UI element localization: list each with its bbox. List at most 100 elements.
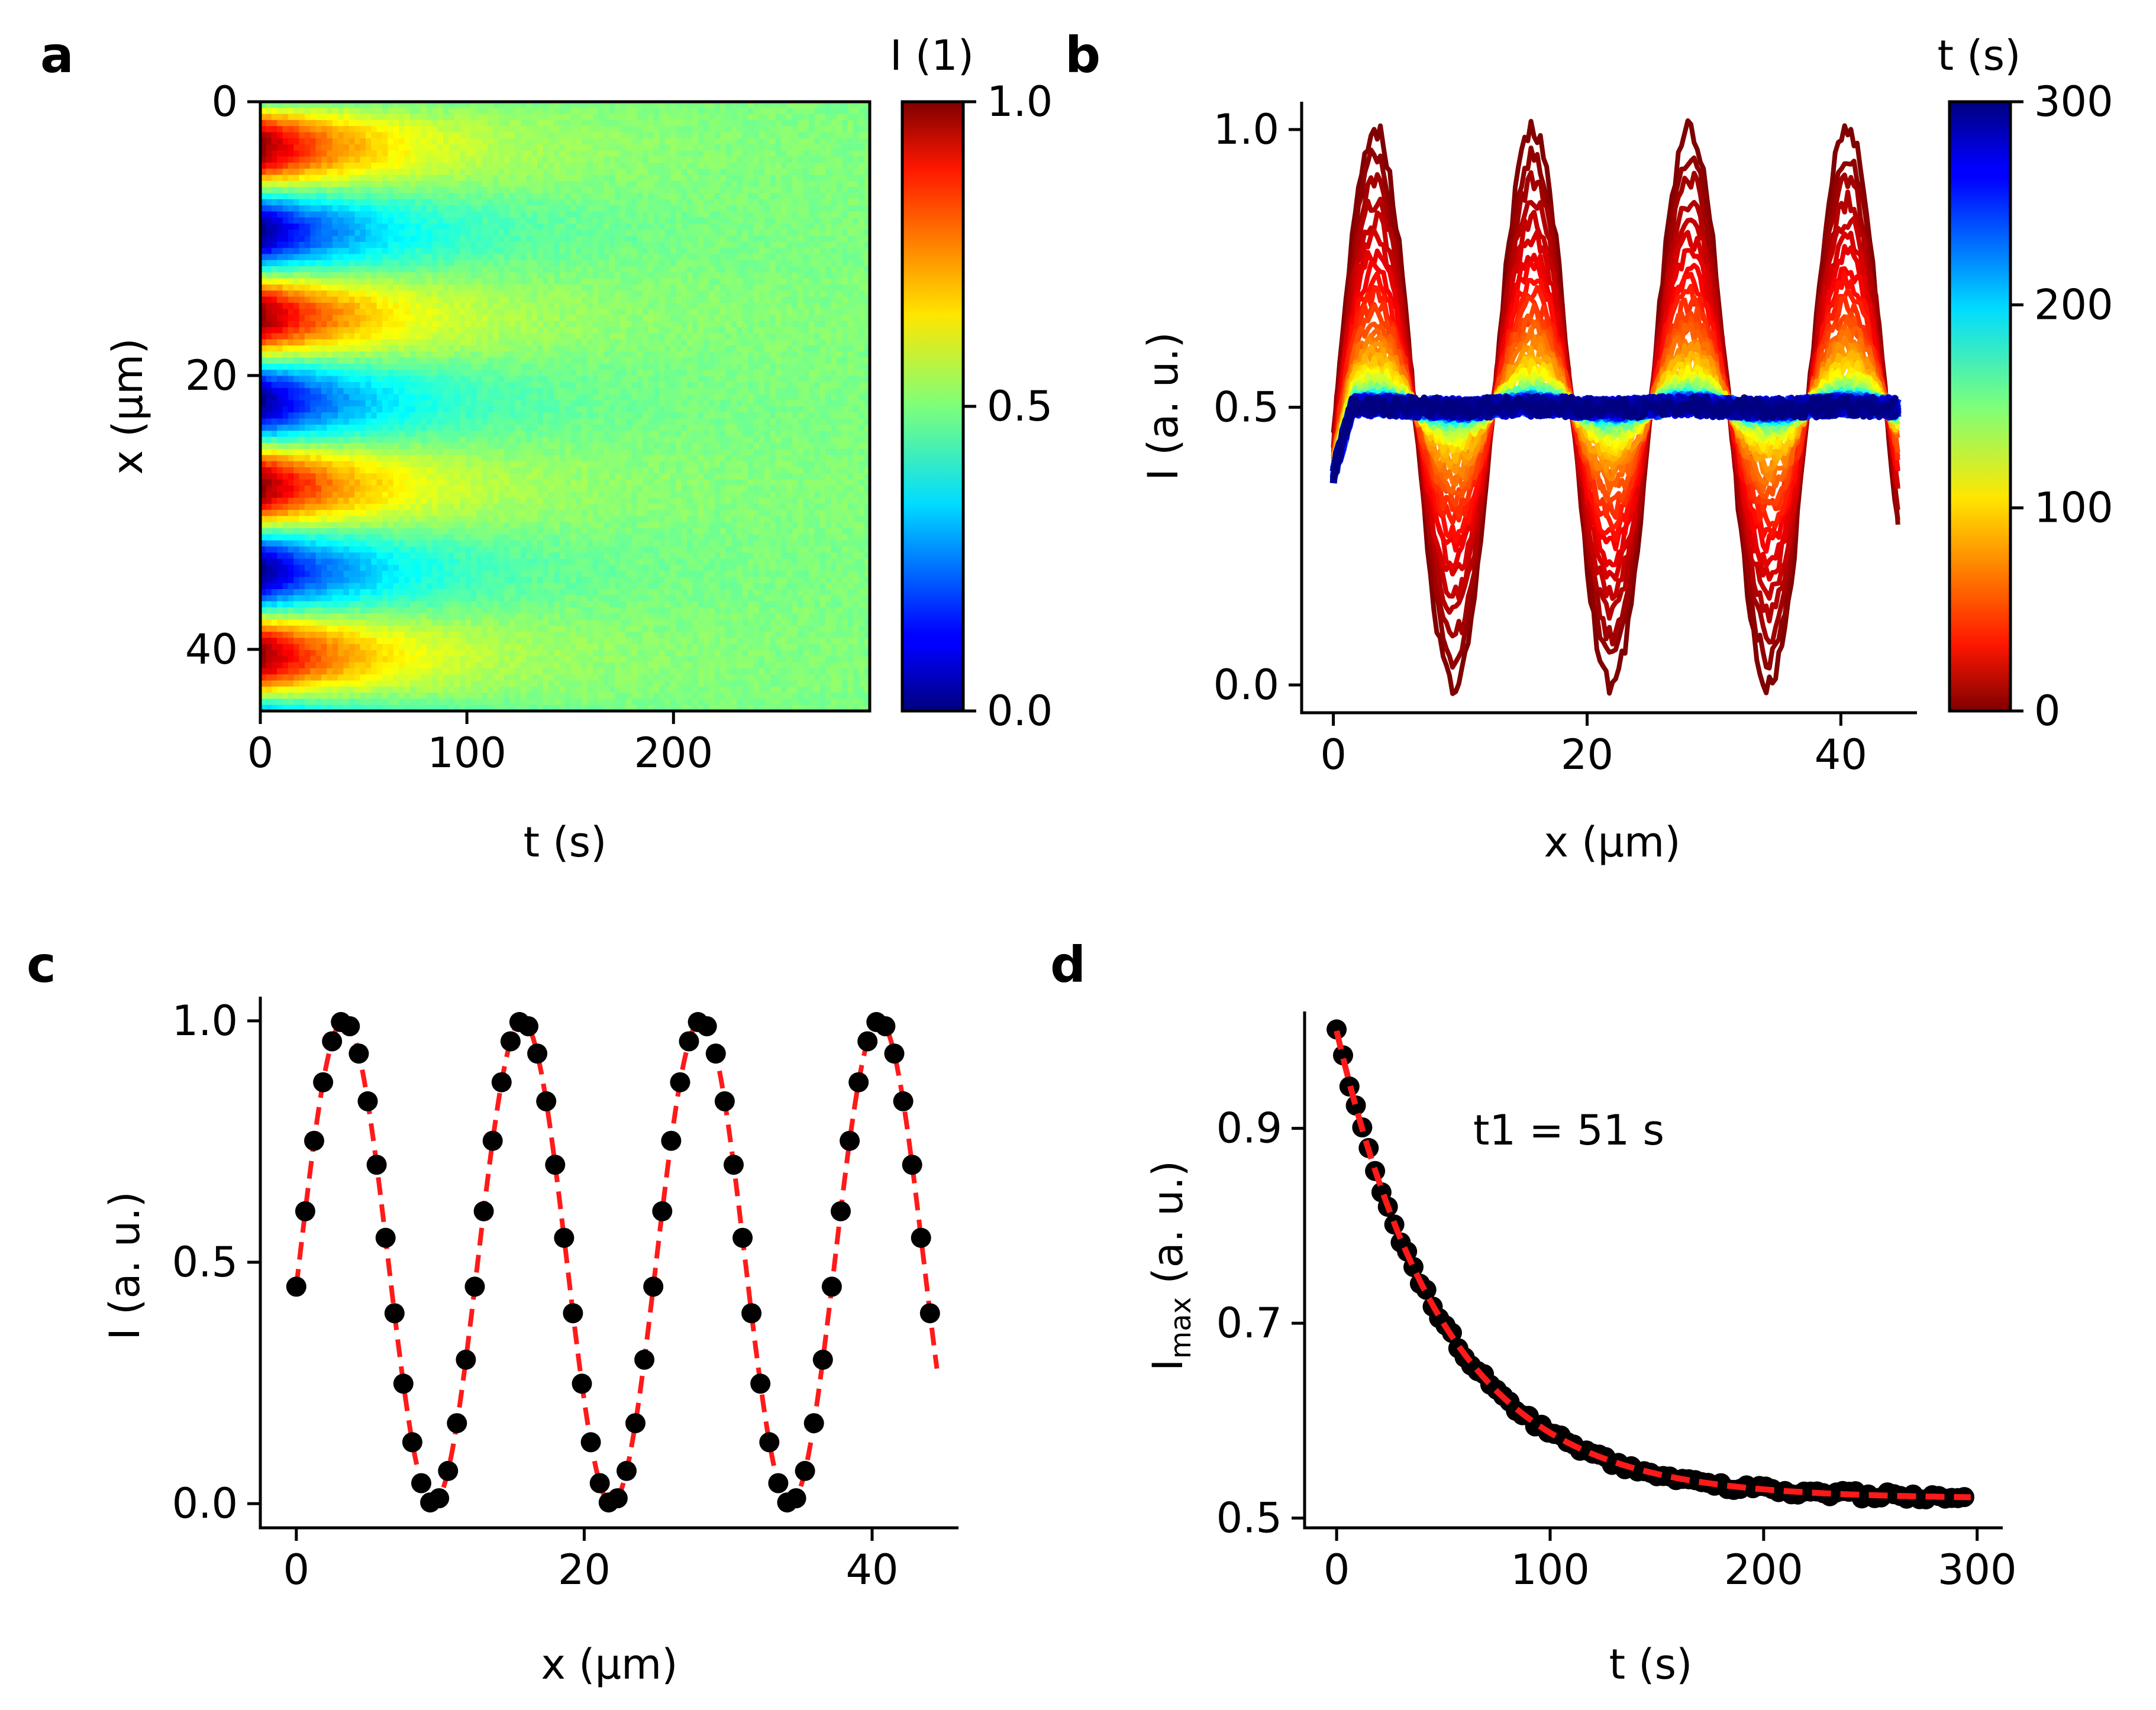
heatmap-cell xyxy=(304,229,311,237)
heatmap-cell xyxy=(493,193,499,200)
heatmap-cell xyxy=(421,315,427,322)
heatmap-cell xyxy=(587,333,593,340)
heatmap-cell xyxy=(836,309,843,316)
heatmap-cell xyxy=(327,224,333,231)
heatmap-cell xyxy=(653,272,660,279)
heatmap-cell xyxy=(681,108,688,115)
heatmap-cell xyxy=(426,315,433,322)
heatmap-cell xyxy=(382,290,389,298)
heatmap-cell xyxy=(260,169,267,176)
heatmap-cell xyxy=(687,119,693,127)
heatmap-cell xyxy=(714,174,721,182)
heatmap-cell xyxy=(443,163,450,170)
heatmap-cell xyxy=(448,376,455,383)
heatmap-cell xyxy=(448,235,455,243)
heatmap-cell xyxy=(598,321,605,328)
heatmap-cell xyxy=(354,224,361,231)
heatmap-cell xyxy=(764,333,771,340)
heatmap-cell xyxy=(421,260,427,267)
heatmap-cell xyxy=(798,345,804,353)
heatmap-cell xyxy=(521,119,527,127)
heatmap-cell xyxy=(415,199,422,206)
heatmap-cell xyxy=(526,114,532,121)
heatmap-cell xyxy=(864,321,870,328)
heatmap-cell xyxy=(759,321,765,328)
heatmap-cell xyxy=(825,363,832,370)
heatmap-cell xyxy=(448,254,455,261)
heatmap-cell xyxy=(825,339,832,346)
heatmap-cell xyxy=(798,254,804,261)
heatmap-cell xyxy=(343,138,350,145)
heatmap-cell xyxy=(664,138,671,145)
heatmap-cell xyxy=(847,309,854,316)
heatmap-cell xyxy=(803,260,809,267)
heatmap-cell xyxy=(847,217,854,224)
heatmap-cell xyxy=(836,241,843,248)
heatmap-cell xyxy=(853,180,860,188)
heatmap-cell xyxy=(332,248,338,255)
heatmap-cell xyxy=(676,351,682,358)
heatmap-cell xyxy=(703,224,710,231)
heatmap-cell xyxy=(687,169,693,176)
heatmap-cell xyxy=(587,345,593,353)
heatmap-cell xyxy=(847,272,854,279)
heatmap-cell xyxy=(775,260,782,267)
heatmap-cell xyxy=(310,333,317,340)
heatmap-cell xyxy=(847,119,854,127)
heatmap-cell xyxy=(388,351,394,358)
heatmap-cell xyxy=(327,357,333,364)
heatmap-cell xyxy=(454,309,460,316)
heatmap-cell xyxy=(382,296,389,303)
heatmap-cell xyxy=(482,302,488,309)
heatmap-cell xyxy=(819,169,826,176)
heatmap-cell xyxy=(670,327,677,334)
heatmap-cell xyxy=(493,108,499,115)
heatmap-cell xyxy=(559,315,566,322)
heatmap-cell xyxy=(365,241,372,248)
heatmap-cell xyxy=(515,302,521,309)
heatmap-cell xyxy=(565,309,572,316)
heatmap-cell xyxy=(853,199,860,206)
heatmap-cell xyxy=(819,156,826,163)
heatmap-cell xyxy=(582,211,588,218)
heatmap-cell xyxy=(864,150,870,157)
heatmap-cell xyxy=(814,254,821,261)
heatmap-cell xyxy=(348,150,355,157)
heatmap-cell xyxy=(836,199,843,206)
heatmap-cell xyxy=(437,327,444,334)
heatmap-cell xyxy=(543,193,549,200)
heatmap-cell xyxy=(703,144,710,151)
heatmap-cell xyxy=(526,138,532,145)
heatmap-cell xyxy=(803,321,809,328)
heatmap-cell xyxy=(338,235,344,243)
heatmap-cell xyxy=(831,302,837,309)
heatmap-cell xyxy=(271,217,277,224)
heatmap-cell xyxy=(775,290,782,298)
heatmap-cell xyxy=(864,119,870,127)
heatmap-cell xyxy=(365,150,372,157)
heatmap-cell xyxy=(576,229,582,237)
heatmap-cell xyxy=(421,126,427,133)
heatmap-cell xyxy=(659,290,666,298)
heatmap-cell xyxy=(803,119,809,127)
heatmap-cell xyxy=(809,199,815,206)
heatmap-cell xyxy=(460,108,466,115)
heatmap-cell xyxy=(692,180,699,188)
heatmap-cell xyxy=(338,339,344,346)
heatmap-cell xyxy=(853,156,860,163)
heatmap-cell xyxy=(648,285,654,292)
heatmap-cell xyxy=(786,254,793,261)
heatmap-cell xyxy=(753,126,760,133)
heatmap-cell xyxy=(354,150,361,157)
heatmap-cell xyxy=(637,199,643,206)
heatmap-cell xyxy=(587,248,593,255)
heatmap-cell xyxy=(338,370,344,377)
heatmap-cell xyxy=(698,163,704,170)
heatmap-cell xyxy=(393,290,399,298)
heatmap-cell xyxy=(819,333,826,340)
heatmap-cell xyxy=(554,345,560,353)
heatmap-cell xyxy=(432,229,438,237)
heatmap-cell xyxy=(354,327,361,334)
heatmap-cell xyxy=(504,193,511,200)
heatmap-cell xyxy=(664,363,671,370)
